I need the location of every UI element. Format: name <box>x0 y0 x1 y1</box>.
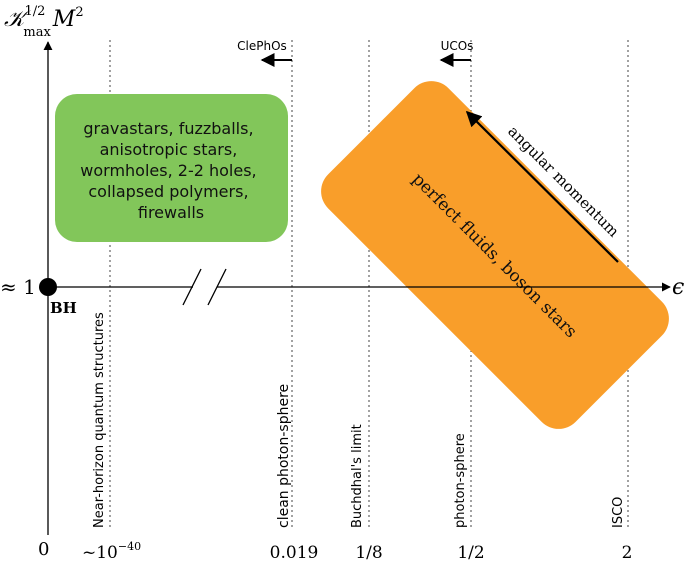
label-isco: ISCO <box>611 497 626 528</box>
bh-dot <box>39 278 57 296</box>
label-buchdahl: Buchdhal's limit <box>350 424 365 528</box>
green-box-text: gravastars, fuzzballs, anisotropic stars… <box>80 119 261 222</box>
green-line-2: anisotropic stars, <box>100 140 238 159</box>
angular-momentum-arrow <box>465 110 619 263</box>
green-line-3: wormholes, 2-2 holes, <box>80 161 256 180</box>
label-clean-photon-sphere: clean photon-sphere <box>276 384 292 528</box>
green-line-5: firewalls <box>138 203 204 222</box>
green-box <box>55 94 288 242</box>
green-line-1: gravastars, fuzzballs, <box>83 119 253 138</box>
axis-break-1 <box>182 268 202 306</box>
y-axis-label: 𝒦1/2 maxM2 <box>4 4 84 40</box>
green-line-4: collapsed polymers, <box>88 182 248 201</box>
tick-isco: 2 <box>622 543 633 563</box>
label-photon-sphere: photon-sphere <box>453 433 468 528</box>
orange-box <box>321 81 669 429</box>
x-axis-label: ϵ <box>672 275 684 300</box>
ucos-label: UCOs <box>441 39 474 53</box>
tick-buchdahl: 1/8 <box>355 543 382 563</box>
axis-break-2 <box>207 268 227 306</box>
tick-near-horizon: ~10−40 <box>82 540 141 563</box>
y-tick-one: ≈ 1 <box>0 275 36 299</box>
bh-label: BH <box>50 299 77 317</box>
label-near-horizon: Near-horizon quantum structures <box>92 312 107 528</box>
origin-label: 0 <box>38 539 49 560</box>
orange-box-group: perfect fluids, boson stars <box>321 81 669 429</box>
tick-clean-photon-sphere: 0.019 <box>270 543 319 563</box>
clephos-label: ClePhOs <box>237 39 287 53</box>
tick-photon-sphere: 1/2 <box>457 543 484 563</box>
